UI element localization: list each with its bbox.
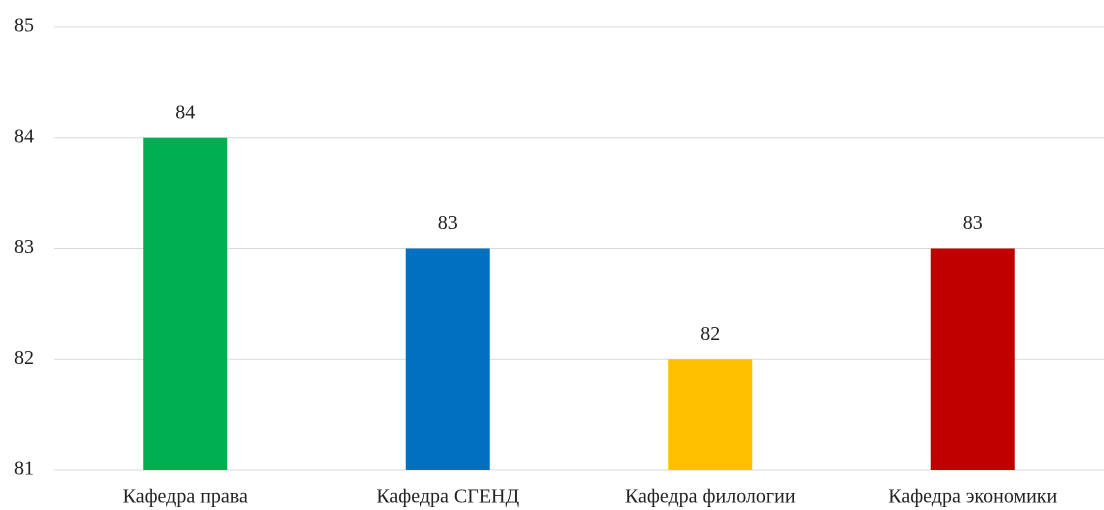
data-label: 83 (963, 212, 983, 234)
x-tick-label: Кафедра права (123, 486, 248, 508)
y-tick-label: 83 (14, 236, 34, 258)
y-tick-label: 85 (14, 15, 34, 37)
data-label: 83 (438, 212, 458, 234)
bar (405, 248, 490, 470)
y-tick-label: 84 (14, 125, 34, 147)
bar (143, 137, 228, 470)
y-tick-label: 81 (14, 458, 34, 480)
x-tick-label: Кафедра филологии (625, 486, 796, 508)
bar (930, 248, 1015, 470)
data-label: 82 (700, 323, 720, 345)
data-label: 84 (175, 101, 195, 123)
x-tick-label: Кафедра экономики (888, 486, 1057, 508)
bar (668, 359, 753, 470)
x-tick-label: Кафедра СГЕНД (376, 486, 519, 508)
y-tick-label: 82 (14, 347, 34, 369)
